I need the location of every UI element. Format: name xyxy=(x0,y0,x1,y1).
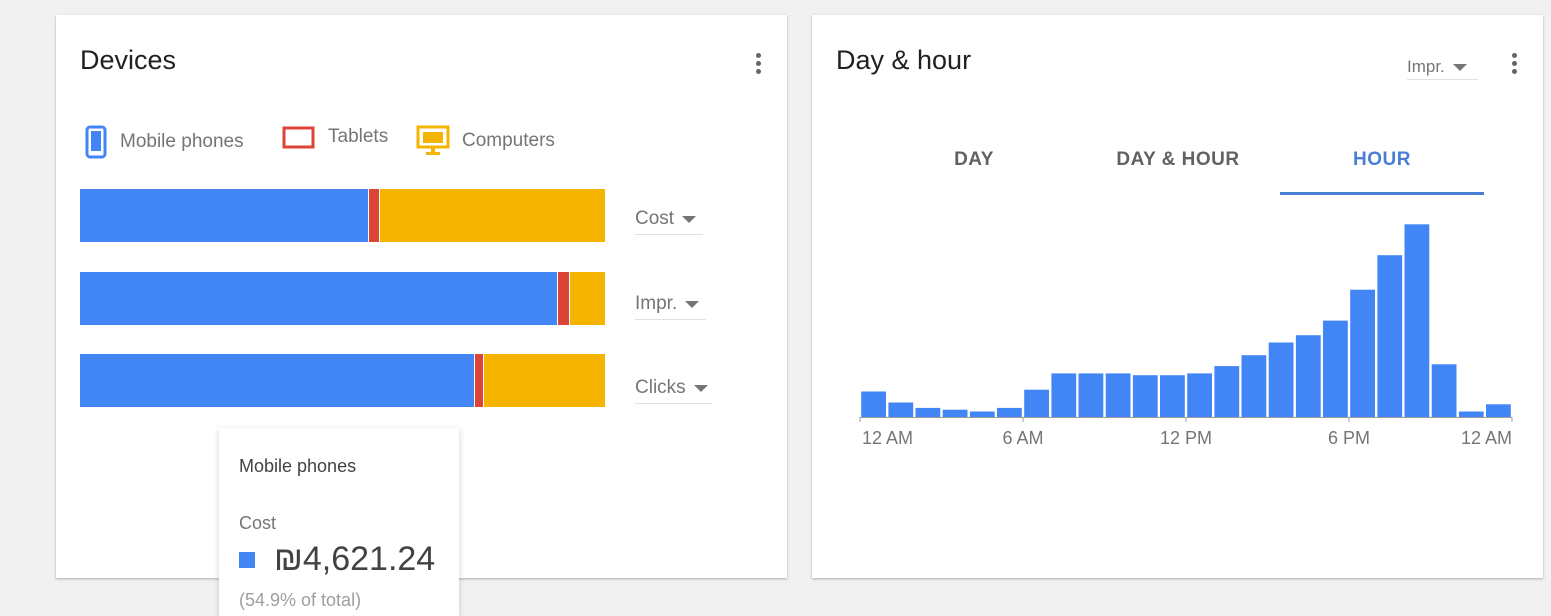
cost-bar[interactable] xyxy=(80,189,605,242)
hour-bar[interactable] xyxy=(1404,224,1430,417)
hour-bar[interactable] xyxy=(1377,255,1403,417)
x-tick-label: 12 AM xyxy=(1461,428,1512,445)
tooltip-share: (54.9% of total) xyxy=(239,590,362,610)
hour-bar[interactable] xyxy=(942,409,968,417)
hour-bar[interactable] xyxy=(915,407,941,417)
hour-bar[interactable] xyxy=(1051,373,1077,417)
impr-bar[interactable] xyxy=(80,272,605,325)
impr-metric-select[interactable]: Impr. xyxy=(635,289,706,320)
hour-bar[interactable] xyxy=(1078,373,1104,417)
hourly-impressions-chart: 12 AM 6 AM 12 PM 6 PM 12 AM xyxy=(859,224,1513,445)
legend-mobile-phones[interactable]: Mobile phones xyxy=(84,125,244,159)
tooltip-value: ₪4,621.24 xyxy=(274,540,436,578)
legend-computers[interactable]: Computers xyxy=(416,125,555,157)
hour-bar[interactable] xyxy=(1295,335,1321,417)
hour-bar[interactable] xyxy=(861,391,886,418)
computer-icon xyxy=(416,125,450,155)
hour-bar[interactable] xyxy=(997,407,1022,417)
hour-bar[interactable] xyxy=(1132,375,1158,417)
day-hour-title: Day & hour xyxy=(836,45,972,75)
hour-bar[interactable] xyxy=(969,411,995,418)
tab-hour[interactable]: HOUR xyxy=(1280,141,1484,195)
hour-bar[interactable] xyxy=(1486,404,1511,417)
bar-segment-tablet[interactable] xyxy=(368,189,381,242)
hour-bar[interactable] xyxy=(1323,320,1348,417)
tab-day-and-hour[interactable]: DAY & HOUR xyxy=(1076,141,1280,195)
bar-segment-mobile[interactable] xyxy=(80,272,557,325)
hour-bar[interactable] xyxy=(1268,342,1294,418)
tooltip-metric-name: Cost xyxy=(239,513,277,533)
tab-label: HOUR xyxy=(1353,149,1411,170)
hour-bar[interactable] xyxy=(1241,355,1267,417)
clicks-metric-select[interactable]: Clicks xyxy=(635,373,712,404)
hour-bar[interactable] xyxy=(1214,366,1240,417)
metric-select-label: Cost xyxy=(635,208,675,229)
hour-bar[interactable] xyxy=(1431,364,1457,417)
legend-label: Mobile phones xyxy=(120,131,244,152)
dropdown-arrow-icon xyxy=(685,300,700,308)
tablet-icon xyxy=(282,126,315,149)
bar-tooltip: Mobile phones Cost ₪4,621.24 (54.9% of t… xyxy=(219,428,459,616)
x-tick-label: 6 PM xyxy=(1328,428,1370,445)
bar-segment-tablet[interactable] xyxy=(556,272,570,325)
mobile-phone-icon xyxy=(85,125,107,159)
dropdown-arrow-icon xyxy=(693,384,708,392)
tab-label: DAY xyxy=(954,149,994,170)
bar-segment-tablet[interactable] xyxy=(473,354,485,407)
dropdown-arrow-icon xyxy=(1452,63,1467,71)
hour-bar[interactable] xyxy=(1160,375,1185,417)
hour-bar[interactable] xyxy=(1105,373,1131,417)
cost-metric-select[interactable]: Cost xyxy=(635,204,703,235)
hour-bar[interactable] xyxy=(888,402,914,418)
devices-more-options-icon[interactable] xyxy=(752,53,764,83)
bar-segment-computer[interactable] xyxy=(380,189,605,242)
legend-label: Tablets xyxy=(328,126,389,147)
tab-day[interactable]: DAY xyxy=(872,141,1076,195)
x-tick-label: 6 AM xyxy=(1002,428,1043,445)
tooltip-color-swatch xyxy=(239,552,255,568)
legend-label: Computers xyxy=(462,130,555,151)
hour-bar[interactable] xyxy=(1350,289,1375,417)
hour-bar[interactable] xyxy=(1024,389,1049,417)
bar-segment-mobile[interactable] xyxy=(80,189,369,242)
bar-segment-computer[interactable] xyxy=(484,354,605,407)
day-hour-card: Day & hour Impr. DAY DAY & HOUR HOUR 12 … xyxy=(812,15,1543,578)
bar-segment-mobile[interactable] xyxy=(80,354,474,407)
hour-bar[interactable] xyxy=(1187,373,1212,417)
x-tick-label: 12 AM xyxy=(862,428,913,445)
bar-segment-computer[interactable] xyxy=(569,272,605,325)
dropdown-arrow-icon xyxy=(682,215,697,223)
day-hour-metric-select[interactable]: Impr. xyxy=(1407,55,1478,80)
x-tick-label: 12 PM xyxy=(1160,428,1212,445)
tab-label: DAY & HOUR xyxy=(1116,149,1240,170)
tooltip-device-name: Mobile phones xyxy=(239,456,357,476)
hour-bar[interactable] xyxy=(1458,411,1484,418)
legend-tablets[interactable]: Tablets xyxy=(282,125,388,149)
metric-select-label: Impr. xyxy=(1407,57,1445,76)
metric-select-label: Clicks xyxy=(635,377,686,398)
clicks-bar[interactable] xyxy=(80,354,605,407)
devices-title: Devices xyxy=(80,45,177,75)
metric-select-label: Impr. xyxy=(635,293,678,314)
day-hour-more-options-icon[interactable] xyxy=(1508,53,1520,83)
